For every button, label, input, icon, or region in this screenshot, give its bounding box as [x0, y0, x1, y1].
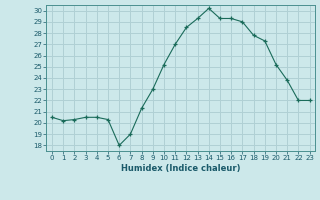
X-axis label: Humidex (Indice chaleur): Humidex (Indice chaleur)	[121, 164, 241, 173]
